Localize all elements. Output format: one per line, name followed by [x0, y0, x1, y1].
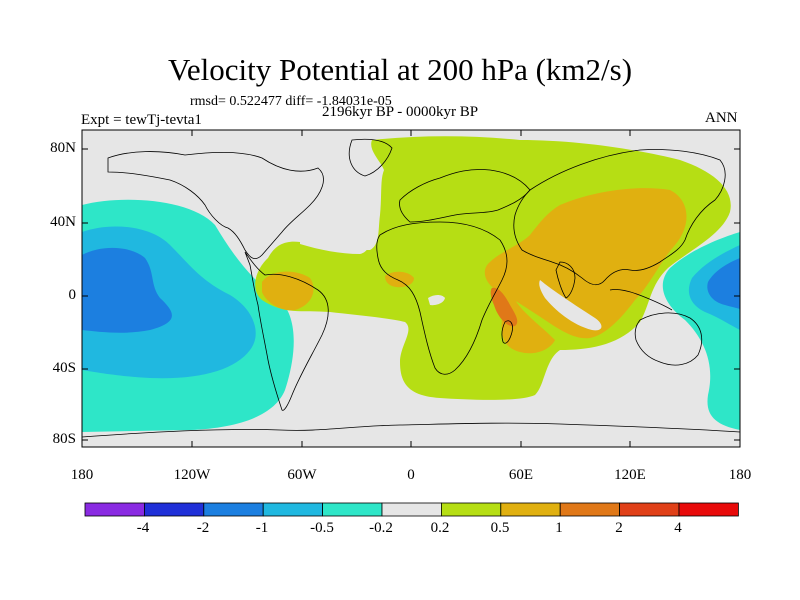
- neutral-north-atlantic: [300, 231, 369, 254]
- colorbar: [84, 502, 739, 517]
- rmsd-diff-stats: rmsd= 0.522477 diff= -1.84031e-05: [190, 94, 392, 109]
- season-label: ANN: [705, 110, 738, 126]
- coast-greenland: [348, 138, 393, 177]
- positive-orange-west-africa: [385, 271, 414, 288]
- pacific-east-blue-region: [707, 258, 740, 309]
- coastlines: [82, 138, 740, 438]
- lat-label-0: 0: [68, 287, 77, 303]
- contour-field: [82, 130, 740, 447]
- neutral-atlantic-patch: [428, 295, 445, 306]
- neutral-indian-ocean-patch: [539, 280, 602, 331]
- lon-label-180w: 180: [70, 467, 94, 483]
- colorbar-swatch: [381, 502, 442, 517]
- colorbar-label: -0.2: [369, 520, 393, 536]
- map-title: Velocity Potential at 200 hPa (km2/s): [167, 52, 633, 87]
- colorbar-label: -4: [136, 520, 150, 536]
- colorbar-label: -0.5: [310, 520, 334, 536]
- positive-orange-eurasia: [484, 188, 687, 339]
- coast-south-america: [244, 251, 329, 411]
- coast-maritime-continent: [609, 289, 673, 311]
- lat-label-80s: 80S: [52, 431, 76, 447]
- coast-australia: [634, 312, 703, 366]
- lon-label-180e: 180: [728, 467, 752, 483]
- positive-darkorange-east-africa: [490, 287, 518, 327]
- coast-asia: [513, 149, 726, 286]
- lat-label-80n: 80N: [50, 140, 76, 156]
- colorbar-swatch: [143, 502, 205, 517]
- coast-africa: [376, 221, 508, 375]
- colorbar-swatch: [322, 502, 383, 517]
- colorbar-swatch: [440, 502, 502, 517]
- positive-orange-south-america: [262, 271, 314, 311]
- lon-label-0: 0: [407, 467, 415, 483]
- lon-label-60e: 60E: [508, 467, 534, 483]
- colorbar-label: 0.2: [430, 520, 450, 536]
- period-label: 2196kyr BP - 0000kyr BP: [322, 104, 479, 120]
- colorbar-swatch: [203, 502, 264, 517]
- coast-india: [555, 261, 576, 299]
- lon-label-120w: 120W: [173, 467, 211, 483]
- colorbar-label: 1: [555, 520, 563, 536]
- coast-madagascar: [501, 320, 513, 344]
- colorbar-swatch: [559, 502, 621, 517]
- colorbar-swatch: [619, 502, 680, 517]
- experiment-label: Expt = tewTj-tevta1: [81, 112, 202, 128]
- coast-north-america: [107, 151, 324, 259]
- colorbar-label: 0.5: [490, 520, 510, 536]
- colorbar-label: 2: [615, 520, 623, 536]
- lon-label-60w: 60W: [287, 467, 317, 483]
- coast-europe: [399, 169, 531, 223]
- lat-label-40n: 40N: [50, 214, 76, 230]
- lat-ticks: [82, 148, 740, 441]
- lon-label-120e: 120E: [614, 467, 646, 483]
- pacific-west-blue-region: [82, 247, 172, 333]
- colorbar-swatch: [262, 502, 324, 517]
- colorbar-label: -1: [255, 520, 269, 536]
- positive-orange-africa-east: [490, 262, 555, 354]
- lat-label-40s: 40S: [52, 360, 76, 376]
- lon-ticks: [81, 130, 741, 447]
- coast-antarctica: [82, 422, 740, 438]
- colorbar-swatch: [84, 502, 145, 517]
- colorbar-label: 4: [674, 520, 682, 536]
- colorbar-swatch: [678, 502, 739, 517]
- colorbar-swatch: [500, 502, 561, 517]
- colorbar-label: -2: [196, 520, 210, 536]
